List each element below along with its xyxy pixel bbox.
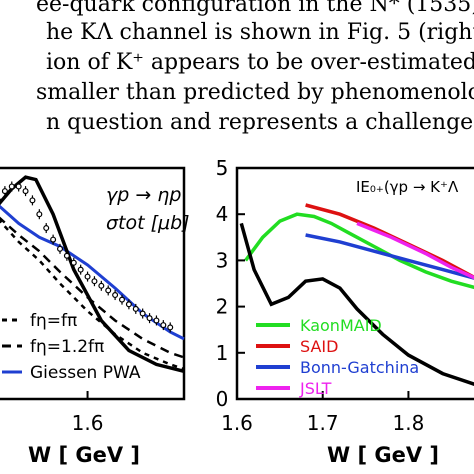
left-plot-frame — [0, 166, 186, 401]
text-line-1: ee-quark configuration in the N* (1535) … — [36, 0, 474, 17]
left-chart-subtitle: σtot [μb] — [106, 212, 190, 234]
right-legend-label-2: Bonn-Gatchina — [300, 358, 419, 377]
left-plot-area: 1.6 fη=fπ fη=1.2fπ Giessen PWA — [0, 175, 185, 435]
paper-text-block: ee-quark configuration in the N* (1535) … — [0, 0, 474, 150]
left-data-point — [50, 236, 57, 243]
left-data-point — [98, 282, 105, 289]
left-data-point — [22, 188, 29, 195]
left-data-point — [112, 292, 119, 299]
left-data-point — [1, 188, 8, 195]
right-x-axis-label: W [ GeV ] — [327, 443, 439, 467]
left-data-point — [36, 211, 43, 218]
right-series-line-4 — [239, 222, 474, 386]
right-chart-title: IE₀₊(γp → K⁺Λ — [356, 178, 459, 196]
text-line-2: he KΛ channel is shown in Fig. 5 (right)… — [46, 20, 474, 45]
left-data-point — [139, 310, 146, 317]
left-data-point — [77, 266, 84, 273]
right-plot-area: 0 1 2 3 4 5 1.6 1.7 1.8 KaonMAID SAID Bonn-Gatchina… — [216, 156, 474, 435]
left-legend-label-2: Giessen PWA — [30, 363, 141, 383]
left-data-point — [15, 183, 22, 190]
right-series-line-0 — [244, 212, 474, 290]
left-legend-label-1: fη=1.2fπ — [30, 337, 104, 357]
right-y-tick-label: 1 — [216, 341, 229, 365]
left-chart-title: γp → ηp — [106, 184, 181, 206]
left-data-point — [132, 305, 139, 312]
left-x-axis-label: W [ GeV ] — [28, 443, 140, 467]
left-series-line-0 — [0, 219, 185, 371]
left-legend-label-0: fη=fπ — [30, 311, 77, 331]
left-data-point — [84, 273, 91, 280]
left-data-point — [56, 245, 63, 252]
right-y-tick-label: 5 — [216, 156, 229, 180]
left-data-point — [29, 197, 36, 204]
left-x-tick-label: 1.6 — [72, 411, 104, 435]
right-legend-label-3: JSLT — [299, 379, 332, 398]
right-x-tick-label: 1.6 — [221, 411, 253, 435]
left-data-point — [8, 183, 15, 190]
left-data-point — [146, 315, 153, 322]
left-data-point — [70, 259, 77, 266]
right-y-tick-label: 4 — [216, 202, 229, 226]
right-legend-label-0: KaonMAID — [300, 316, 382, 335]
left-data-point — [118, 296, 125, 303]
left-data-point — [153, 317, 160, 324]
left-data-point — [63, 252, 70, 259]
right-y-tick-label: 3 — [216, 248, 229, 272]
left-data-point — [160, 322, 167, 329]
right-series-line-2 — [305, 233, 474, 280]
text-line-4: smaller than predicted by phenomenologic… — [36, 80, 474, 105]
right-y-tick-label: 0 — [216, 387, 229, 411]
right-series-line-3 — [356, 221, 474, 280]
right-y-tick-label: 2 — [216, 295, 229, 319]
left-data-point — [43, 225, 50, 232]
left-data-point — [125, 301, 132, 308]
right-x-tick-label: 1.8 — [393, 411, 425, 435]
right-x-tick-label: 1.7 — [307, 411, 339, 435]
text-line-5: n question and represents a challenge fo… — [46, 110, 474, 135]
text-line-3: ion of K⁺ appears to be over-estimated i… — [46, 50, 474, 75]
right-plot-frame — [235, 166, 474, 401]
left-data-point — [105, 287, 112, 294]
left-data-point — [91, 278, 98, 285]
left-data-point — [167, 324, 174, 331]
right-legend-label-1: SAID — [300, 337, 338, 356]
